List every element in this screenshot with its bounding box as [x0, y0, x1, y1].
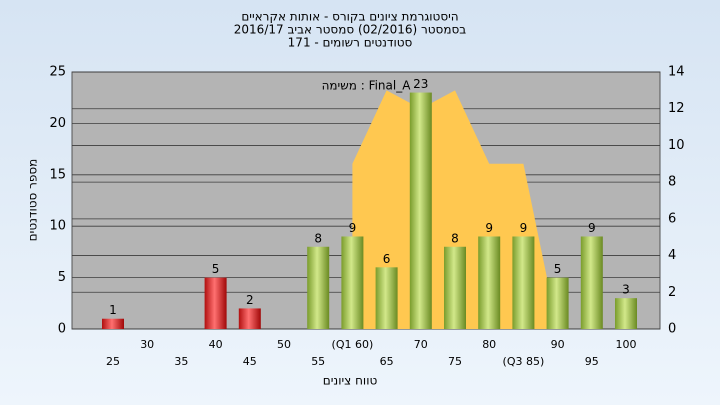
y-axis-label: מספר סטודנטים [26, 159, 40, 242]
x-tick-label: 80 [482, 338, 496, 351]
x-tick-label: 45 [243, 355, 257, 368]
data-label: 5 [554, 262, 562, 276]
x-tick-label: 25 [106, 355, 120, 368]
data-label: 5 [212, 262, 220, 276]
bar [102, 318, 124, 329]
bar [546, 277, 569, 329]
data-label: 1 [109, 303, 117, 317]
x-axis-label: טווח ציונים [323, 374, 378, 388]
data-label: 9 [588, 221, 596, 235]
bar [409, 92, 432, 329]
y2-tick-label: 0 [668, 322, 676, 337]
x-tick-label: 30 [140, 338, 154, 351]
bar [238, 308, 261, 329]
y-tick-label: 5 [58, 270, 66, 285]
x-tick-label: 65 [380, 355, 394, 368]
data-label: 2 [246, 293, 254, 307]
y2-tick-label: 4 [668, 248, 676, 263]
x-tick-label: 35 [174, 355, 188, 368]
data-label: 9 [520, 221, 528, 235]
bar [307, 246, 330, 329]
data-label: 6 [383, 252, 391, 266]
data-label: 8 [451, 231, 459, 245]
x-tick-label: 55 [311, 355, 325, 368]
y-tick-label: 10 [49, 219, 66, 234]
chart-subtitle: סטודנטים רשומים - 171 [288, 36, 413, 50]
y2-tick-label: 12 [668, 101, 685, 116]
x-tick-label: 95 [585, 355, 599, 368]
y2-tick-label: 6 [668, 211, 676, 226]
x-tick-label: 90 [551, 338, 565, 351]
x-tick-label: 50 [277, 338, 291, 351]
chart-subtitle: בסמסטר (02/2016) סמסטר אביב 2016/17 [234, 23, 466, 37]
data-label: 9 [349, 221, 357, 235]
x-tick-label: 75 [448, 355, 462, 368]
bar [341, 236, 364, 329]
y2-tick-label: 8 [668, 175, 676, 190]
bar [512, 236, 535, 329]
x-tick-label: 100 [616, 338, 637, 351]
x-tick-label: (Q1 60) [332, 338, 374, 351]
y-tick-label: 25 [49, 65, 66, 80]
x-tick-label: 70 [414, 338, 428, 351]
y2-tick-label: 14 [668, 65, 685, 80]
x-tick-label: (Q3 85) [503, 355, 545, 368]
bar [615, 298, 637, 329]
area [352, 90, 558, 329]
y2-tick-label: 2 [668, 285, 676, 300]
y-tick-label: 0 [58, 322, 66, 337]
data-label: 23 [413, 77, 428, 91]
bar [204, 277, 227, 329]
annotation: משימה : Final_A [322, 79, 412, 93]
y-tick-label: 15 [49, 167, 66, 182]
data-label: 3 [622, 283, 630, 297]
chart-title: היסטוגרמת ציונים בקורס - אותות אקראיים [241, 10, 458, 24]
x-tick-label: 40 [209, 338, 223, 351]
bar [580, 236, 603, 329]
y2-tick-label: 10 [668, 138, 685, 153]
bar [375, 267, 398, 329]
bar [444, 246, 466, 329]
data-label: 9 [485, 221, 493, 235]
y-tick-label: 20 [49, 116, 66, 131]
bar [478, 236, 501, 329]
data-label: 8 [314, 231, 322, 245]
